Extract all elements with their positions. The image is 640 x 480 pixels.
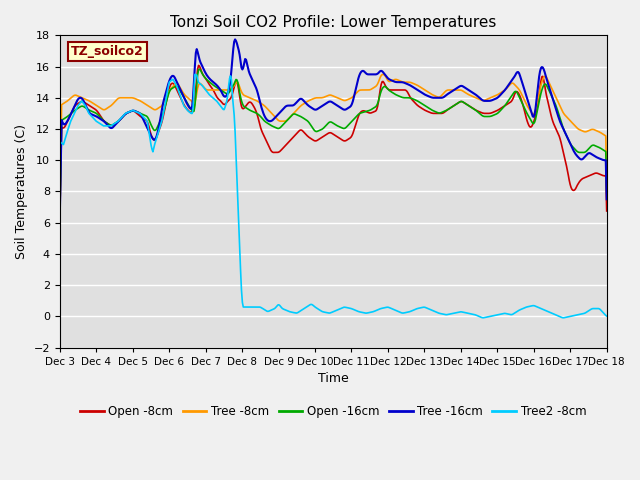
Tree2 -8cm <box>379 305 387 311</box>
Tree2 -8cm <box>603 313 611 319</box>
Tree -16cm <box>422 92 429 98</box>
Tree2 -8cm <box>198 82 205 87</box>
Tree -8cm <box>153 107 161 112</box>
Open -16cm <box>422 103 429 109</box>
Line: Open -16cm: Open -16cm <box>60 69 607 219</box>
X-axis label: Time: Time <box>318 372 349 385</box>
Tree -8cm <box>56 208 63 214</box>
Open -8cm <box>198 68 205 74</box>
Open -8cm <box>468 105 476 111</box>
Open -8cm <box>603 208 611 214</box>
Open -8cm <box>195 62 202 68</box>
Line: Tree -8cm: Tree -8cm <box>60 74 607 211</box>
Open -16cm <box>379 84 387 90</box>
Open -8cm <box>422 108 429 114</box>
Tree2 -8cm <box>153 135 161 141</box>
Tree2 -8cm <box>304 303 312 309</box>
Title: Tonzi Soil CO2 Profile: Lower Temperatures: Tonzi Soil CO2 Profile: Lower Temperatur… <box>170 15 497 30</box>
Tree2 -8cm <box>56 139 63 144</box>
Tree2 -8cm <box>191 72 199 77</box>
Tree -8cm <box>378 72 386 78</box>
Tree -16cm <box>153 133 161 139</box>
Open -8cm <box>379 79 387 84</box>
Tree -8cm <box>196 81 204 86</box>
Open -16cm <box>304 119 312 124</box>
Tree2 -8cm <box>479 315 487 321</box>
Tree -8cm <box>422 88 429 94</box>
Open -8cm <box>56 218 63 224</box>
Y-axis label: Soil Temperatures (C): Soil Temperatures (C) <box>15 124 28 259</box>
Open -16cm <box>56 216 63 222</box>
Legend: Open -8cm, Tree -8cm, Open -16cm, Tree -16cm, Tree2 -8cm: Open -8cm, Tree -8cm, Open -16cm, Tree -… <box>76 400 591 423</box>
Text: TZ_soilco2: TZ_soilco2 <box>70 45 143 58</box>
Line: Tree -16cm: Tree -16cm <box>60 39 607 217</box>
Tree -16cm <box>56 214 63 220</box>
Line: Tree2 -8cm: Tree2 -8cm <box>60 74 607 318</box>
Tree -16cm <box>603 196 611 202</box>
Tree -16cm <box>468 90 476 96</box>
Tree -16cm <box>304 103 312 108</box>
Open -16cm <box>468 105 476 111</box>
Line: Open -8cm: Open -8cm <box>60 65 607 221</box>
Open -16cm <box>198 69 205 75</box>
Open -16cm <box>603 190 611 196</box>
Tree -8cm <box>603 179 611 184</box>
Tree -16cm <box>379 69 387 75</box>
Tree -16cm <box>196 60 204 65</box>
Tree -8cm <box>303 99 311 105</box>
Open -16cm <box>153 126 161 132</box>
Tree -16cm <box>231 36 239 42</box>
Tree2 -8cm <box>468 312 476 317</box>
Tree2 -8cm <box>422 305 429 311</box>
Open -8cm <box>304 134 312 140</box>
Open -16cm <box>196 66 204 72</box>
Tree -8cm <box>468 94 476 99</box>
Tree -8cm <box>379 72 387 77</box>
Open -8cm <box>153 134 161 140</box>
